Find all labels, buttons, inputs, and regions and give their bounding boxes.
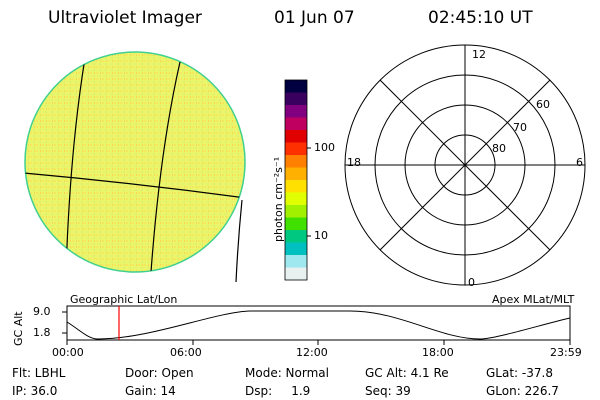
- geo-lon-line-1: [65, 57, 86, 272]
- info-glon: GLon: 226.7: [486, 384, 559, 398]
- color-bar-segment: [285, 267, 307, 281]
- mlat-label-80: 80: [492, 142, 506, 155]
- mlat-label-60: 60: [536, 98, 550, 111]
- geo-grid-lines: [25, 57, 245, 272]
- time-label: 02:45:10 UT: [428, 8, 533, 28]
- polar-diagonal-2: [379, 79, 551, 251]
- color-bar-tick-label-100: 100: [314, 141, 335, 154]
- geo-lon-line-2: [150, 61, 181, 272]
- altitude-curve: [66, 310, 571, 340]
- color-bar-segment: [285, 255, 307, 268]
- color-bar: [285, 80, 307, 281]
- info-seq: Seq: 39: [365, 384, 411, 398]
- altitude-ytick-label-9: 9.0: [33, 305, 51, 318]
- color-bar-segment: [285, 155, 307, 168]
- color-bar-segment: [285, 230, 307, 243]
- info-gain: Gain: 14: [125, 384, 176, 398]
- mlt-label-0: 0: [468, 276, 475, 289]
- uv-image-disk: [24, 51, 246, 283]
- color-bar-segment: [285, 92, 307, 106]
- info-glat: GLat: -37.8: [486, 366, 553, 380]
- info-door: Door: Open: [125, 366, 194, 380]
- color-bar-segment: [285, 142, 307, 156]
- altitude-ylabel: GC Alt: [12, 311, 25, 346]
- date-label: 01 Jun 07: [274, 8, 355, 28]
- color-bar-segment: [285, 192, 307, 206]
- instrument-title: Ultraviolet Imager: [48, 8, 202, 28]
- info-mode: Mode: Normal: [245, 366, 329, 380]
- color-bar-tick-label-10: 10: [314, 229, 328, 242]
- info-ip: IP: 36.0: [12, 384, 58, 398]
- altitude-ytick-label-1.8: 1.8: [33, 326, 51, 339]
- color-bar-segment: [285, 80, 307, 93]
- disk-fill: [24, 51, 246, 273]
- color-bar-unit-label: photon cm⁻²s⁻¹: [272, 156, 285, 242]
- info-gc-alt: GC Alt: 4.1 Re: [365, 366, 449, 380]
- geographic-panel-label: Geographic Lat/Lon: [70, 293, 178, 306]
- color-bar-segment: [285, 205, 307, 218]
- xtick-label-2359: 23:59: [550, 346, 582, 359]
- color-bar-segment: [285, 105, 307, 118]
- color-bar-segment: [285, 180, 307, 193]
- color-bar-segment: [285, 117, 307, 131]
- color-bar-segment: [285, 167, 307, 181]
- mlat-label-70: 70: [513, 121, 527, 134]
- mlt-label-18: 18: [347, 156, 361, 169]
- color-bar-segment: [285, 130, 307, 143]
- xtick-label-0600: 06:00: [170, 346, 202, 359]
- xtick-label-0000: 00:00: [52, 346, 84, 359]
- apex-panel-label: Apex MLat/MLT: [492, 293, 575, 306]
- geo-lat-line: [25, 172, 245, 199]
- mlt-label-6: 6: [576, 156, 583, 169]
- color-bar-segment: [285, 242, 307, 256]
- mlt-label-12: 12: [472, 48, 486, 61]
- info-dsp: Dsp: 1.9: [245, 384, 311, 398]
- xtick-label-1800: 18:00: [422, 346, 454, 359]
- info-filter: Flt: LBHL: [12, 366, 66, 380]
- geo-lon-line-3: [235, 199, 243, 283]
- xtick-label-1200: 12:00: [296, 346, 328, 359]
- color-bar-frame: [284, 79, 308, 281]
- altitude-plot: [62, 305, 571, 345]
- color-bar-segment: [285, 217, 307, 231]
- polar-plot: [344, 44, 586, 286]
